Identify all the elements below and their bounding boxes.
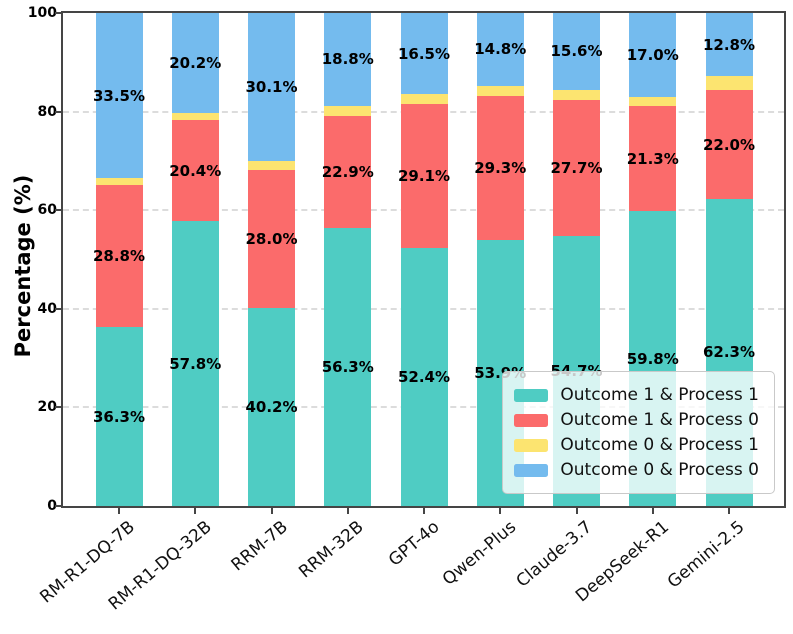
bar-segment-label: 16.5% [397, 44, 451, 63]
bar-segment [553, 89, 600, 100]
bar-segment-label: 14.8% [474, 40, 527, 59]
bar-segment [171, 13, 219, 113]
y-tick-mark [55, 406, 62, 409]
y-tick-label: 0 [47, 498, 57, 514]
bar-segment-label: 21.3% [626, 149, 679, 168]
bar-segment-label: 12.8% [702, 35, 756, 54]
bar-segment [248, 169, 295, 308]
x-axis-category-label: GPT-4o [385, 517, 444, 571]
legend-swatch-outcome0-process0 [514, 463, 549, 477]
bar-segment [248, 161, 295, 170]
bar-segment-label: 56.3% [321, 358, 374, 377]
legend-item: Outcome 0 & Process 0 [514, 460, 759, 480]
legend-item: Outcome 0 & Process 1 [514, 435, 759, 455]
legend-item: Outcome 1 & Process 0 [514, 410, 759, 430]
x-axis-category-label: RRM-7B [227, 517, 292, 576]
bar-segment [324, 105, 372, 116]
x-tick-mark [118, 508, 120, 514]
y-tick-label: 40 [37, 300, 57, 317]
bar-segment [705, 90, 753, 199]
bar-segment [476, 95, 524, 241]
bar-segment [95, 13, 143, 179]
bar-segment-label: 36.3% [92, 407, 146, 426]
bar-segment-label: 29.3% [474, 159, 527, 178]
legend-item-label: Outcome 0 & Process 0 [560, 460, 759, 480]
x-tick-mark [346, 508, 349, 514]
plot-area: Outcome 1 & Process 1 Outcome 1 & Proces… [61, 11, 786, 508]
y-tick-label: 20 [37, 399, 57, 416]
bar-segment-label: 29.1% [397, 166, 451, 185]
bar-segment-label: 22.0% [702, 135, 756, 154]
bar-segment [324, 228, 372, 506]
bar-segment [553, 13, 600, 90]
x-tick-mark [423, 508, 425, 514]
bar-segment [171, 221, 219, 506]
bar-segment [95, 327, 143, 506]
bar-segment [553, 99, 600, 237]
bar-segment [400, 94, 448, 105]
bar-segment [400, 247, 448, 506]
bar-segment [629, 96, 677, 107]
bar-segment-label: 20.4% [169, 161, 222, 180]
bar-segment-label: 62.3% [702, 343, 756, 362]
bar-segment [248, 307, 295, 506]
x-tick-mark [194, 508, 197, 514]
x-tick-mark [728, 508, 730, 514]
x-tick-mark [270, 508, 273, 514]
legend-swatch-outcome1-process0 [514, 413, 549, 427]
bar-segment-label: 27.7% [550, 159, 603, 178]
y-tick-label: 80 [37, 103, 57, 120]
legend-swatch-outcome0-process1 [514, 438, 549, 452]
bar-segment-label: 28.8% [92, 247, 146, 266]
bar-segment [629, 106, 677, 212]
bar-segment-label: 20.2% [169, 53, 222, 72]
bar-segment [171, 112, 219, 121]
bar-segment [705, 13, 753, 77]
bar-segment [629, 13, 677, 97]
bar-segment [171, 120, 219, 222]
bar-segment [324, 115, 372, 229]
bar-segment-label: 57.8% [169, 354, 222, 373]
bar-segment-label: 52.4% [397, 367, 451, 386]
legend-item: Outcome 1 & Process 1 [514, 385, 759, 405]
y-tick-mark [55, 110, 62, 113]
legend: Outcome 1 & Process 1 Outcome 1 & Proces… [502, 371, 775, 494]
bar-segment [705, 76, 753, 91]
bar-segment-label: 15.6% [550, 42, 603, 61]
bar-segment [476, 85, 524, 96]
bar-segment-label: 40.2% [245, 397, 298, 416]
x-tick-mark [651, 508, 654, 514]
bar-segment [400, 13, 448, 95]
legend-item-label: Outcome 1 & Process 0 [560, 410, 759, 430]
bar-segment-label: 22.9% [321, 162, 374, 181]
y-tick-mark [55, 12, 62, 14]
bar-segment [324, 13, 372, 106]
bar-segment [400, 104, 448, 248]
legend-item-label: Outcome 0 & Process 1 [560, 435, 759, 455]
bar-segment-label: 30.1% [245, 78, 298, 97]
bar-segment [248, 13, 295, 162]
y-tick-mark [55, 307, 62, 310]
x-axis-category-label: Gemini-2.5 [664, 517, 749, 593]
y-tick-mark [55, 505, 62, 507]
x-tick-mark [575, 508, 578, 514]
x-tick-mark [499, 508, 502, 514]
x-axis-category-label: RRM-32B [295, 517, 368, 583]
x-axis-category-label: Qwen-Plus [438, 517, 521, 590]
bar-segment-label: 17.0% [626, 45, 679, 64]
legend-swatch-outcome1-process1 [514, 388, 549, 402]
bar-segment-label: 28.0% [245, 229, 298, 248]
bar-segment-label: 18.8% [321, 50, 374, 69]
bar-segment-label: 59.8% [626, 349, 679, 368]
y-tick-mark [55, 209, 62, 212]
y-tick-label: 60 [37, 202, 57, 219]
legend-item-label: Outcome 1 & Process 1 [560, 385, 759, 405]
bar-segment [476, 13, 524, 86]
bar-segment-label: 33.5% [92, 86, 146, 105]
bar-segment [95, 185, 143, 328]
y-tick-label: 100 [27, 5, 57, 21]
bar-segment [95, 178, 143, 186]
